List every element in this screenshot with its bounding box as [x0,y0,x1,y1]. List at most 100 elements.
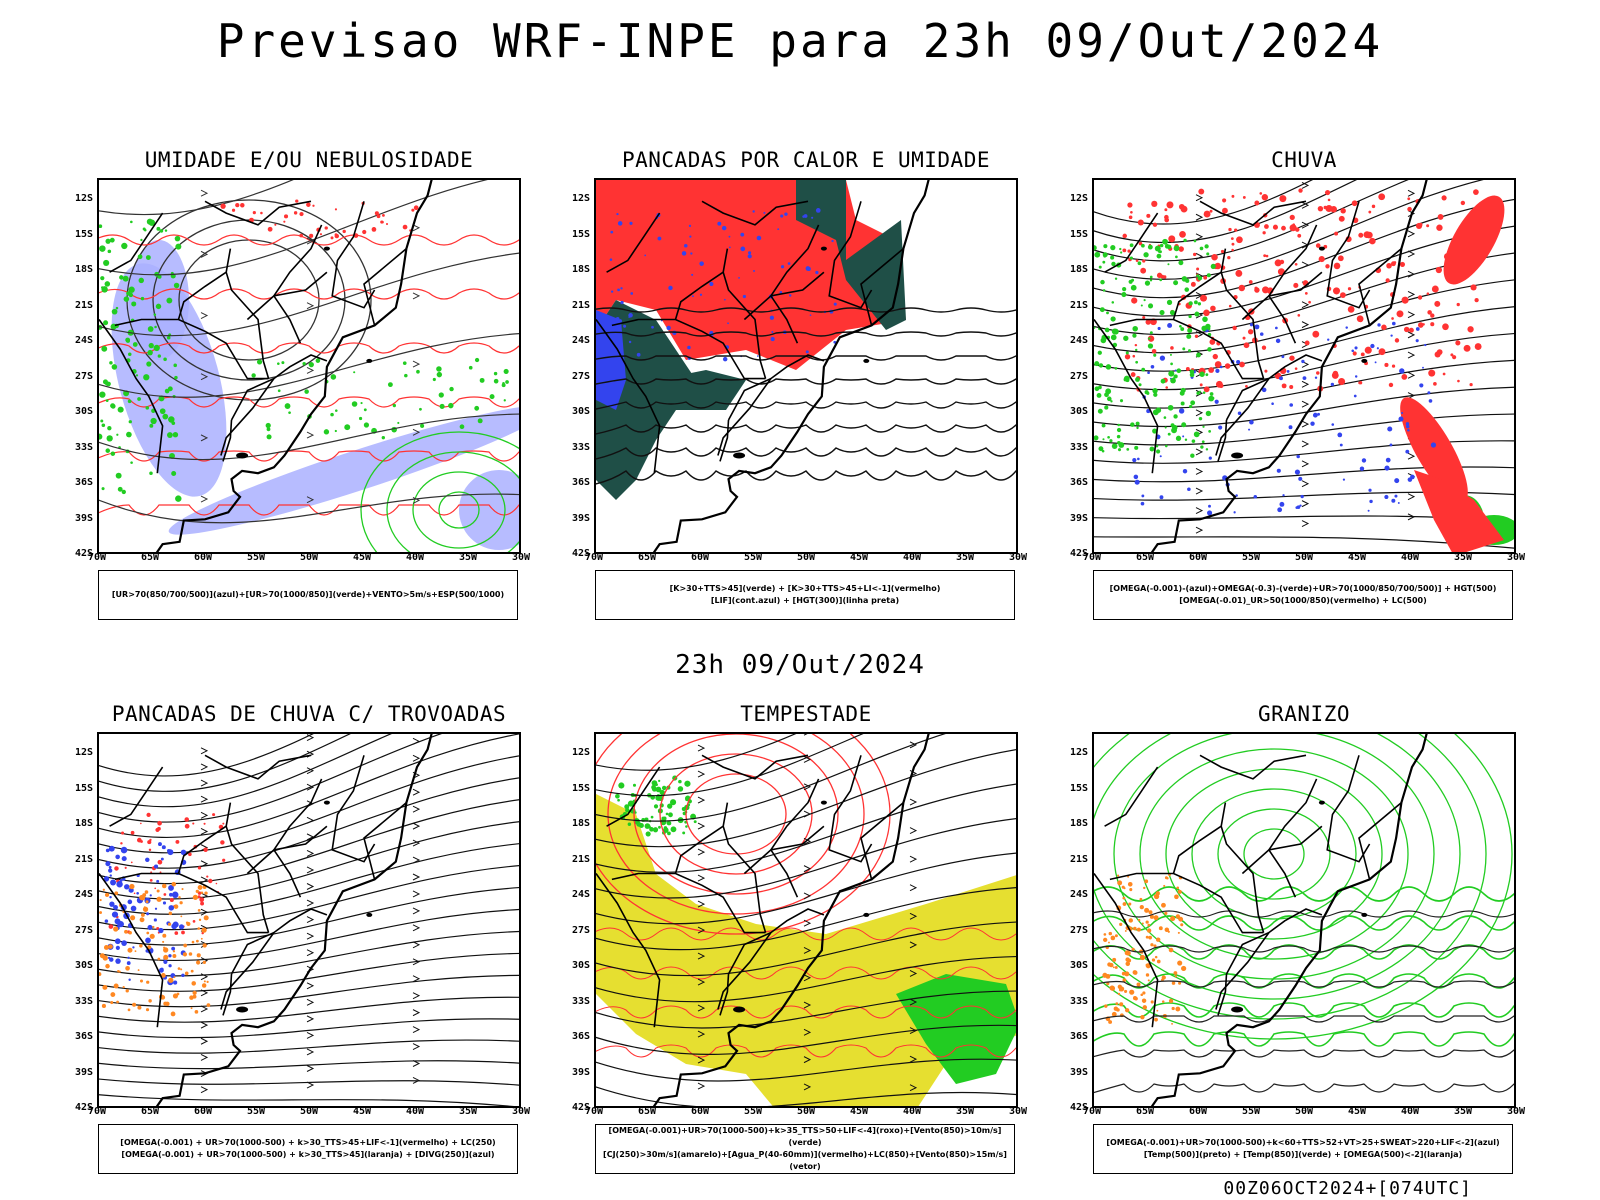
lon-tick-label: 65W [140,1106,160,1117]
lon-tick-label: 45W [352,552,372,563]
lat-tick-label: 21S [571,299,590,311]
lat-tick-label: 30S [571,960,590,972]
lon-tick-label: 45W [849,552,869,563]
legend-line: [OMEGA(-0.01)_UR>50(1000/850)(vermelho) … [1179,596,1427,605]
panel-title: TEMPESTADE [740,702,872,726]
legend-line: [LIF](cont.azul) + [HGT(300)](linha pret… [710,596,900,605]
lat-tick-label: 15S [571,782,590,794]
lat-tick-label: 33S [74,441,93,453]
lon-tick-label: 70W [584,1106,604,1117]
lon-tick-label: 30W [1506,552,1526,563]
forecast-map-storms [97,732,521,1108]
lat-tick-label: 39S [74,1066,93,1078]
lon-tick-label: 55W [1241,552,1261,563]
lon-tick-label: 50W [299,1106,319,1117]
lat-tick-label: 24S [74,889,93,901]
lon-tick-label: 40W [1400,552,1420,563]
lat-tick-label: 33S [571,441,590,453]
lat-tick-label: 21S [571,853,590,865]
lon-tick-label: 35W [955,552,975,563]
lat-tick-label: 12S [571,747,590,759]
lat-tick-label: 36S [571,1031,590,1043]
lon-tick-label: 70W [87,552,107,563]
lon-tick-label: 40W [902,1106,922,1117]
lon-tick-label: 60W [690,1106,710,1117]
lat-tick-label: 18S [1069,818,1088,830]
lat-tick-label: 18S [74,264,93,276]
legend-line: [OMEGA(-0.001)+UR>70(1000-500)+k>35_TTS>… [608,1126,1002,1147]
lat-tick-label: 39S [571,1066,590,1078]
lat-tick-label: 15S [74,782,93,794]
lon-tick-label: 45W [1347,1106,1367,1117]
map-canvas [1094,734,1514,1106]
lon-tick-label: 50W [299,552,319,563]
lat-tick-label: 30S [1069,960,1088,972]
lat-tick-label: 36S [1069,477,1088,489]
lon-tick-label: 65W [1135,1106,1155,1117]
legend-line: [Temp(500)](preto) + [Temp(850)](verde) … [1143,1150,1463,1159]
legend-line: [OMEGA(-0.001)+UR>70(1000-500)+k<60+TTS>… [1106,1138,1500,1147]
forecast-map-heat [594,178,1018,554]
lat-tick-label: 24S [571,335,590,347]
lon-tick-label: 60W [690,552,710,563]
lat-tick-label: 15S [1069,782,1088,794]
lat-tick-label: 24S [1069,889,1088,901]
lon-tick-label: 35W [1453,1106,1473,1117]
lon-tick-label: 55W [1241,1106,1261,1117]
lon-tick-label: 50W [1294,552,1314,563]
lat-tick-label: 27S [74,924,93,936]
lat-tick-label: 27S [571,370,590,382]
lon-tick-label: 50W [796,552,816,563]
lon-tick-label: 50W [796,1106,816,1117]
run-info: 00Z06OCT2024+[074UTC] [1223,1178,1472,1199]
lon-tick-label: 40W [405,552,425,563]
lat-tick-label: 39S [1069,512,1088,524]
lon-tick-label: 40W [902,552,922,563]
lon-tick-label: 60W [193,1106,213,1117]
lon-tick-label: 55W [246,552,266,563]
lat-tick-label: 27S [74,370,93,382]
lon-tick-label: 35W [458,552,478,563]
legend-line: [CJ(250)>30m/s](amarelo)+[Agua_P(40-60mm… [603,1150,1007,1171]
lat-tick-label: 21S [1069,299,1088,311]
lat-tick-label: 27S [1069,924,1088,936]
lat-tick-label: 39S [571,512,590,524]
lon-tick-label: 35W [955,1106,975,1117]
panel-title: PANCADAS POR CALOR E UMIDADE [621,148,990,172]
lat-tick-label: 36S [74,477,93,489]
lat-tick-label: 30S [571,406,590,418]
lat-tick-label: 18S [571,264,590,276]
lon-tick-label: 55W [743,1106,763,1117]
lat-tick-label: 18S [74,818,93,830]
lat-tick-label: 27S [1069,370,1088,382]
lon-tick-label: 65W [637,552,657,563]
panel-title: GRANIZO [1257,702,1350,726]
lon-tick-label: 70W [1082,1106,1102,1117]
panel-title: UMIDADE E/OU NEBULOSIDADE [144,148,474,172]
lat-tick-label: 15S [571,228,590,240]
lat-tick-label: 36S [74,1031,93,1043]
lat-tick-label: 12S [1069,193,1088,205]
lat-tick-label: 24S [1069,335,1088,347]
lon-tick-label: 60W [193,552,213,563]
lon-tick-label: 65W [1135,552,1155,563]
lat-tick-label: 33S [571,995,590,1007]
forecast-map-hail [1092,732,1516,1108]
map-canvas [99,180,519,552]
legend-line: [UR>70(850/700/500)](azul)+[UR>70(1000/8… [111,590,505,599]
lat-tick-label: 42S [571,1102,590,1113]
lat-tick-label: 21S [1069,853,1088,865]
legend-line: [OMEGA(-0.001) + UR>70(1000-500) + k>30_… [121,1150,495,1159]
lon-tick-label: 30W [511,1106,531,1117]
lat-tick-label: 39S [1069,1066,1088,1078]
map-canvas [596,180,1016,552]
lon-tick-label: 30W [1008,552,1028,563]
panel-title: CHUVA [1271,148,1337,172]
lon-tick-label: 70W [87,1106,107,1117]
lon-tick-label: 45W [849,1106,869,1117]
lat-tick-label: 36S [1069,1031,1088,1043]
map-canvas [1094,180,1514,552]
lat-tick-label: 33S [1069,995,1088,1007]
lon-tick-label: 35W [1453,552,1473,563]
legend-line: [OMEGA(-0.001)-(azul)+OMEGA(-0.3)-(verde… [1109,584,1497,593]
